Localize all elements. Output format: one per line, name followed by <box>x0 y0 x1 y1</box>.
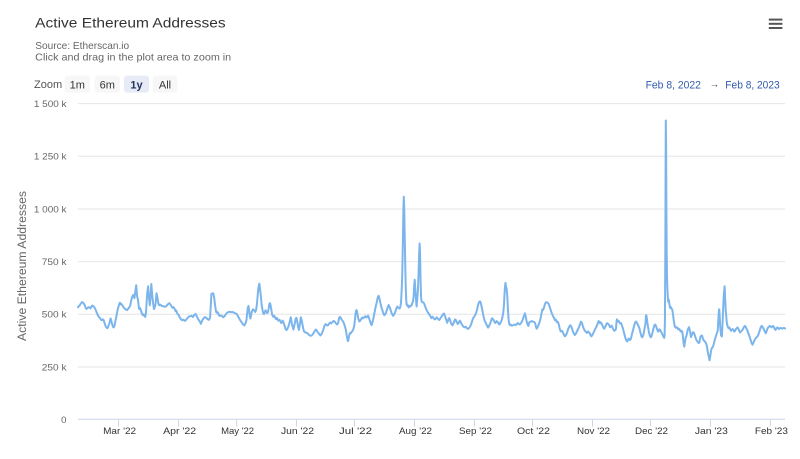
svg-text:Feb '23: Feb '23 <box>755 426 788 437</box>
svg-text:0: 0 <box>61 415 66 426</box>
svg-text:1y: 1y <box>130 79 143 91</box>
svg-text:500 k: 500 k <box>42 310 67 321</box>
svg-text:Jul '22: Jul '22 <box>339 426 372 437</box>
svg-text:Mar '22: Mar '22 <box>103 426 136 437</box>
svg-text:Active Ethereum Addresses: Active Ethereum Addresses <box>17 191 29 341</box>
svg-text:Click and drag in the plot are: Click and drag in the plot area to zoom … <box>35 52 231 64</box>
svg-text:Jun '22: Jun '22 <box>281 426 314 437</box>
svg-text:Source: Etherscan.io: Source: Etherscan.io <box>35 40 129 52</box>
svg-text:Feb 8, 2022: Feb 8, 2022 <box>646 80 701 92</box>
svg-text:→: → <box>710 80 720 91</box>
svg-text:Zoom: Zoom <box>34 79 62 91</box>
svg-text:Dec '22: Dec '22 <box>635 426 668 437</box>
svg-text:Aug '22: Aug '22 <box>399 426 432 437</box>
svg-text:Apr '22: Apr '22 <box>163 426 196 437</box>
svg-text:1 000 k: 1 000 k <box>34 204 67 215</box>
svg-text:Feb 8, 2023: Feb 8, 2023 <box>725 80 779 92</box>
svg-text:Active Ethereum Addresses: Active Ethereum Addresses <box>35 16 226 31</box>
svg-text:Sep '22: Sep '22 <box>459 426 492 437</box>
svg-text:Jan '23: Jan '23 <box>695 426 728 437</box>
svg-text:6m: 6m <box>100 79 115 91</box>
svg-text:May '22: May '22 <box>221 426 254 437</box>
svg-text:1 500 k: 1 500 k <box>34 99 67 110</box>
svg-text:250 k: 250 k <box>42 362 67 373</box>
svg-text:1 250 k: 1 250 k <box>34 152 67 163</box>
svg-text:Oct '22: Oct '22 <box>517 426 550 437</box>
svg-text:All: All <box>159 79 171 91</box>
svg-text:Nov '22: Nov '22 <box>577 426 610 437</box>
svg-text:750 k: 750 k <box>42 257 67 268</box>
svg-text:1m: 1m <box>70 79 85 91</box>
